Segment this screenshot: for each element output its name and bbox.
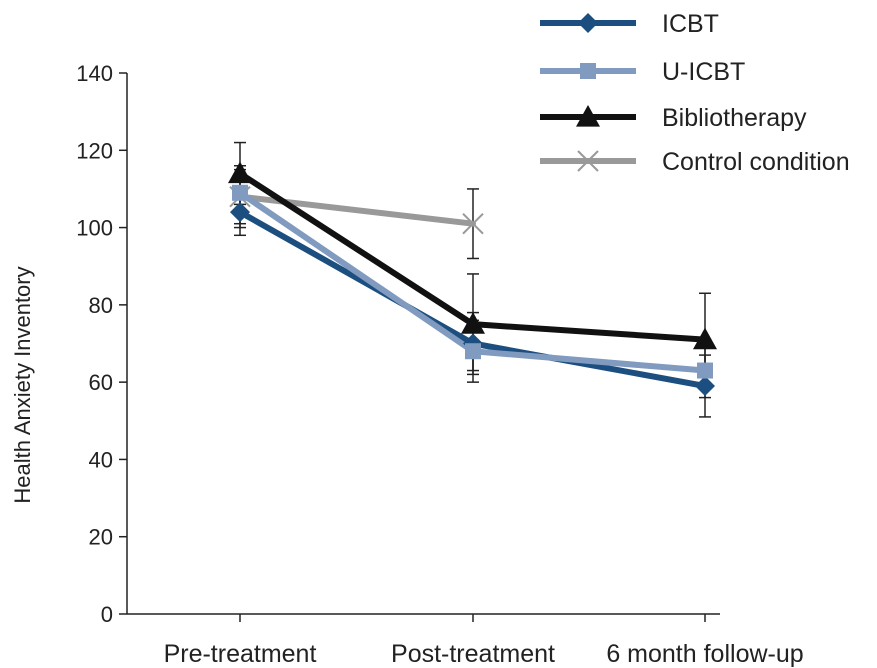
y-tick-label: 0 <box>101 602 113 627</box>
legend-marker <box>578 13 598 33</box>
data-point-u-icbt <box>697 362 713 379</box>
data-point-bibliotherapy <box>461 312 485 334</box>
legend-item-control-condition: Control condition <box>540 148 850 176</box>
y-tick-label: 140 <box>76 61 113 86</box>
x-ticks: Pre-treatment Post-treatment 6 month follo… <box>164 614 804 668</box>
data-point-icbt <box>230 202 250 223</box>
series-markers <box>228 161 717 397</box>
y-tick-label: 40 <box>89 447 113 472</box>
legend: ICBT U-ICBT Bibliotherapy Control condition <box>540 10 850 176</box>
y-ticks: 0 20 40 60 80 100 120 140 <box>76 61 127 627</box>
y-tick-label: 100 <box>76 216 113 241</box>
x-marker-stroke <box>577 150 599 172</box>
legend-label: Control condition <box>662 148 850 176</box>
legend-label: ICBT <box>662 10 719 38</box>
data-point-bibliotherapy <box>228 161 252 184</box>
data-point-icbt <box>695 376 715 397</box>
y-axis-title: Health Anxiety Inventory <box>10 266 35 503</box>
legend-label: U-ICBT <box>662 58 745 86</box>
x-marker-stroke <box>462 213 484 235</box>
legend-marker <box>576 105 600 127</box>
legend-item-icbt: ICBT <box>540 10 719 38</box>
y-tick-label: 120 <box>76 138 113 163</box>
data-point-bibliotherapy <box>693 327 717 350</box>
legend-marker <box>577 150 599 172</box>
x-tick-label: Post-treatment <box>391 640 555 668</box>
x-tick-label: Pre-treatment <box>164 640 317 668</box>
x-tick-label: 6 month follow-up <box>606 640 803 668</box>
data-point-control-condition <box>462 213 484 235</box>
y-tick-label: 80 <box>89 293 113 318</box>
legend-item-u-icbt: U-ICBT <box>540 58 745 86</box>
data-point-u-icbt <box>232 184 248 201</box>
y-tick-label: 20 <box>89 525 113 550</box>
y-tick-label: 60 <box>89 370 113 395</box>
axes <box>126 73 720 615</box>
legend-label: Bibliotherapy <box>662 104 807 132</box>
data-point-u-icbt <box>465 343 481 360</box>
legend-marker <box>580 63 596 79</box>
legend-item-bibliotherapy: Bibliotherapy <box>540 104 807 132</box>
